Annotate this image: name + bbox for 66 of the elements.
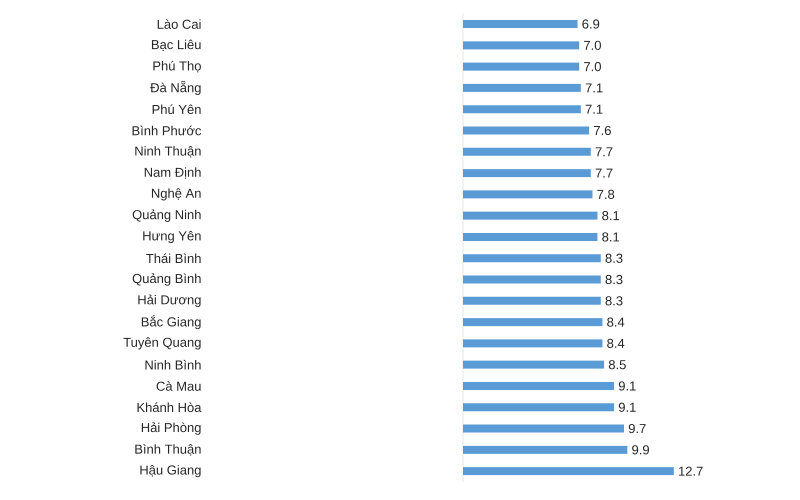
y-tick-label: Khánh Hòa — [137, 402, 202, 412]
bar — [463, 403, 614, 412]
data-label: 6.9 — [582, 19, 600, 29]
bar — [463, 148, 591, 156]
data-label: 9.9 — [632, 445, 649, 454]
y-tick-label: Đà Nẵng — [150, 80, 201, 95]
y-tick-label: Quảng Bình — [132, 273, 201, 286]
bar — [463, 105, 581, 114]
data-label: 8.3 — [606, 254, 622, 263]
y-tick-label: Hậu Giang — [140, 465, 201, 478]
data-label: 7.1 — [586, 83, 603, 92]
data-label: 7.7 — [596, 147, 612, 156]
y-tick-label: Cà Mau — [156, 381, 201, 391]
data-label: 8.5 — [608, 360, 626, 370]
data-label: 7.0 — [584, 62, 601, 72]
bar — [463, 382, 614, 390]
y-tick-label: Thái Bình — [146, 253, 201, 264]
data-label: 9.7 — [628, 424, 646, 434]
bar — [463, 276, 601, 284]
bar — [463, 20, 578, 28]
bar — [463, 232, 598, 241]
bar — [463, 318, 602, 326]
data-label: 12.7 — [679, 466, 703, 476]
data-label: 9.1 — [618, 381, 636, 391]
y-tick-label: Ninh Thuận — [135, 146, 201, 158]
bar — [463, 190, 592, 198]
y-tick-label: Bắc Giang — [142, 315, 201, 330]
y-tick-label: Tuyên Quang — [123, 337, 201, 350]
y-tick-label: Phú Yên — [152, 104, 201, 114]
data-label: 8.4 — [607, 338, 624, 348]
bar — [463, 339, 602, 348]
y-tick-label: Lào Cai — [158, 19, 201, 29]
data-label: 8.4 — [607, 317, 624, 327]
data-label: 8.1 — [602, 232, 620, 242]
bar — [463, 212, 598, 220]
data-label: 9.1 — [618, 402, 636, 412]
bar — [463, 169, 591, 178]
data-label: 8.3 — [606, 274, 622, 284]
data-label: 8.3 — [606, 296, 622, 306]
data-label: 7.8 — [597, 190, 614, 199]
data-label: 7.0 — [584, 40, 601, 50]
y-tick-label: Bạc Liêu — [152, 40, 201, 52]
bar — [463, 446, 628, 454]
bar — [463, 254, 601, 262]
bar — [463, 296, 601, 305]
bar — [463, 62, 580, 71]
bar — [463, 424, 624, 433]
data-label: 7.6 — [594, 126, 611, 136]
data-label: 8.1 — [602, 211, 620, 220]
y-tick-label: Hải Phòng — [142, 422, 201, 435]
y-tick-label: Hải Dương — [138, 294, 201, 307]
bar — [463, 360, 604, 369]
bar — [463, 84, 581, 92]
y-tick-label: Nam Định — [144, 167, 201, 179]
y-tick-label: Nghệ An — [152, 188, 201, 200]
y-tick-label: Bình Phước — [132, 126, 202, 136]
data-label: 7.7 — [596, 168, 612, 178]
y-tick-label: Hưng Yên — [143, 230, 201, 244]
bar — [463, 467, 674, 476]
y-tick-label: Ninh Bình — [145, 360, 201, 370]
y-tick-label: Quảng Ninh — [132, 209, 201, 222]
y-tick-label: Phú Thọ — [153, 60, 201, 72]
data-label: 7.1 — [586, 104, 603, 114]
bar — [463, 126, 590, 134]
bar — [463, 41, 580, 50]
y-tick-label: Bình Thuận — [135, 444, 201, 456]
